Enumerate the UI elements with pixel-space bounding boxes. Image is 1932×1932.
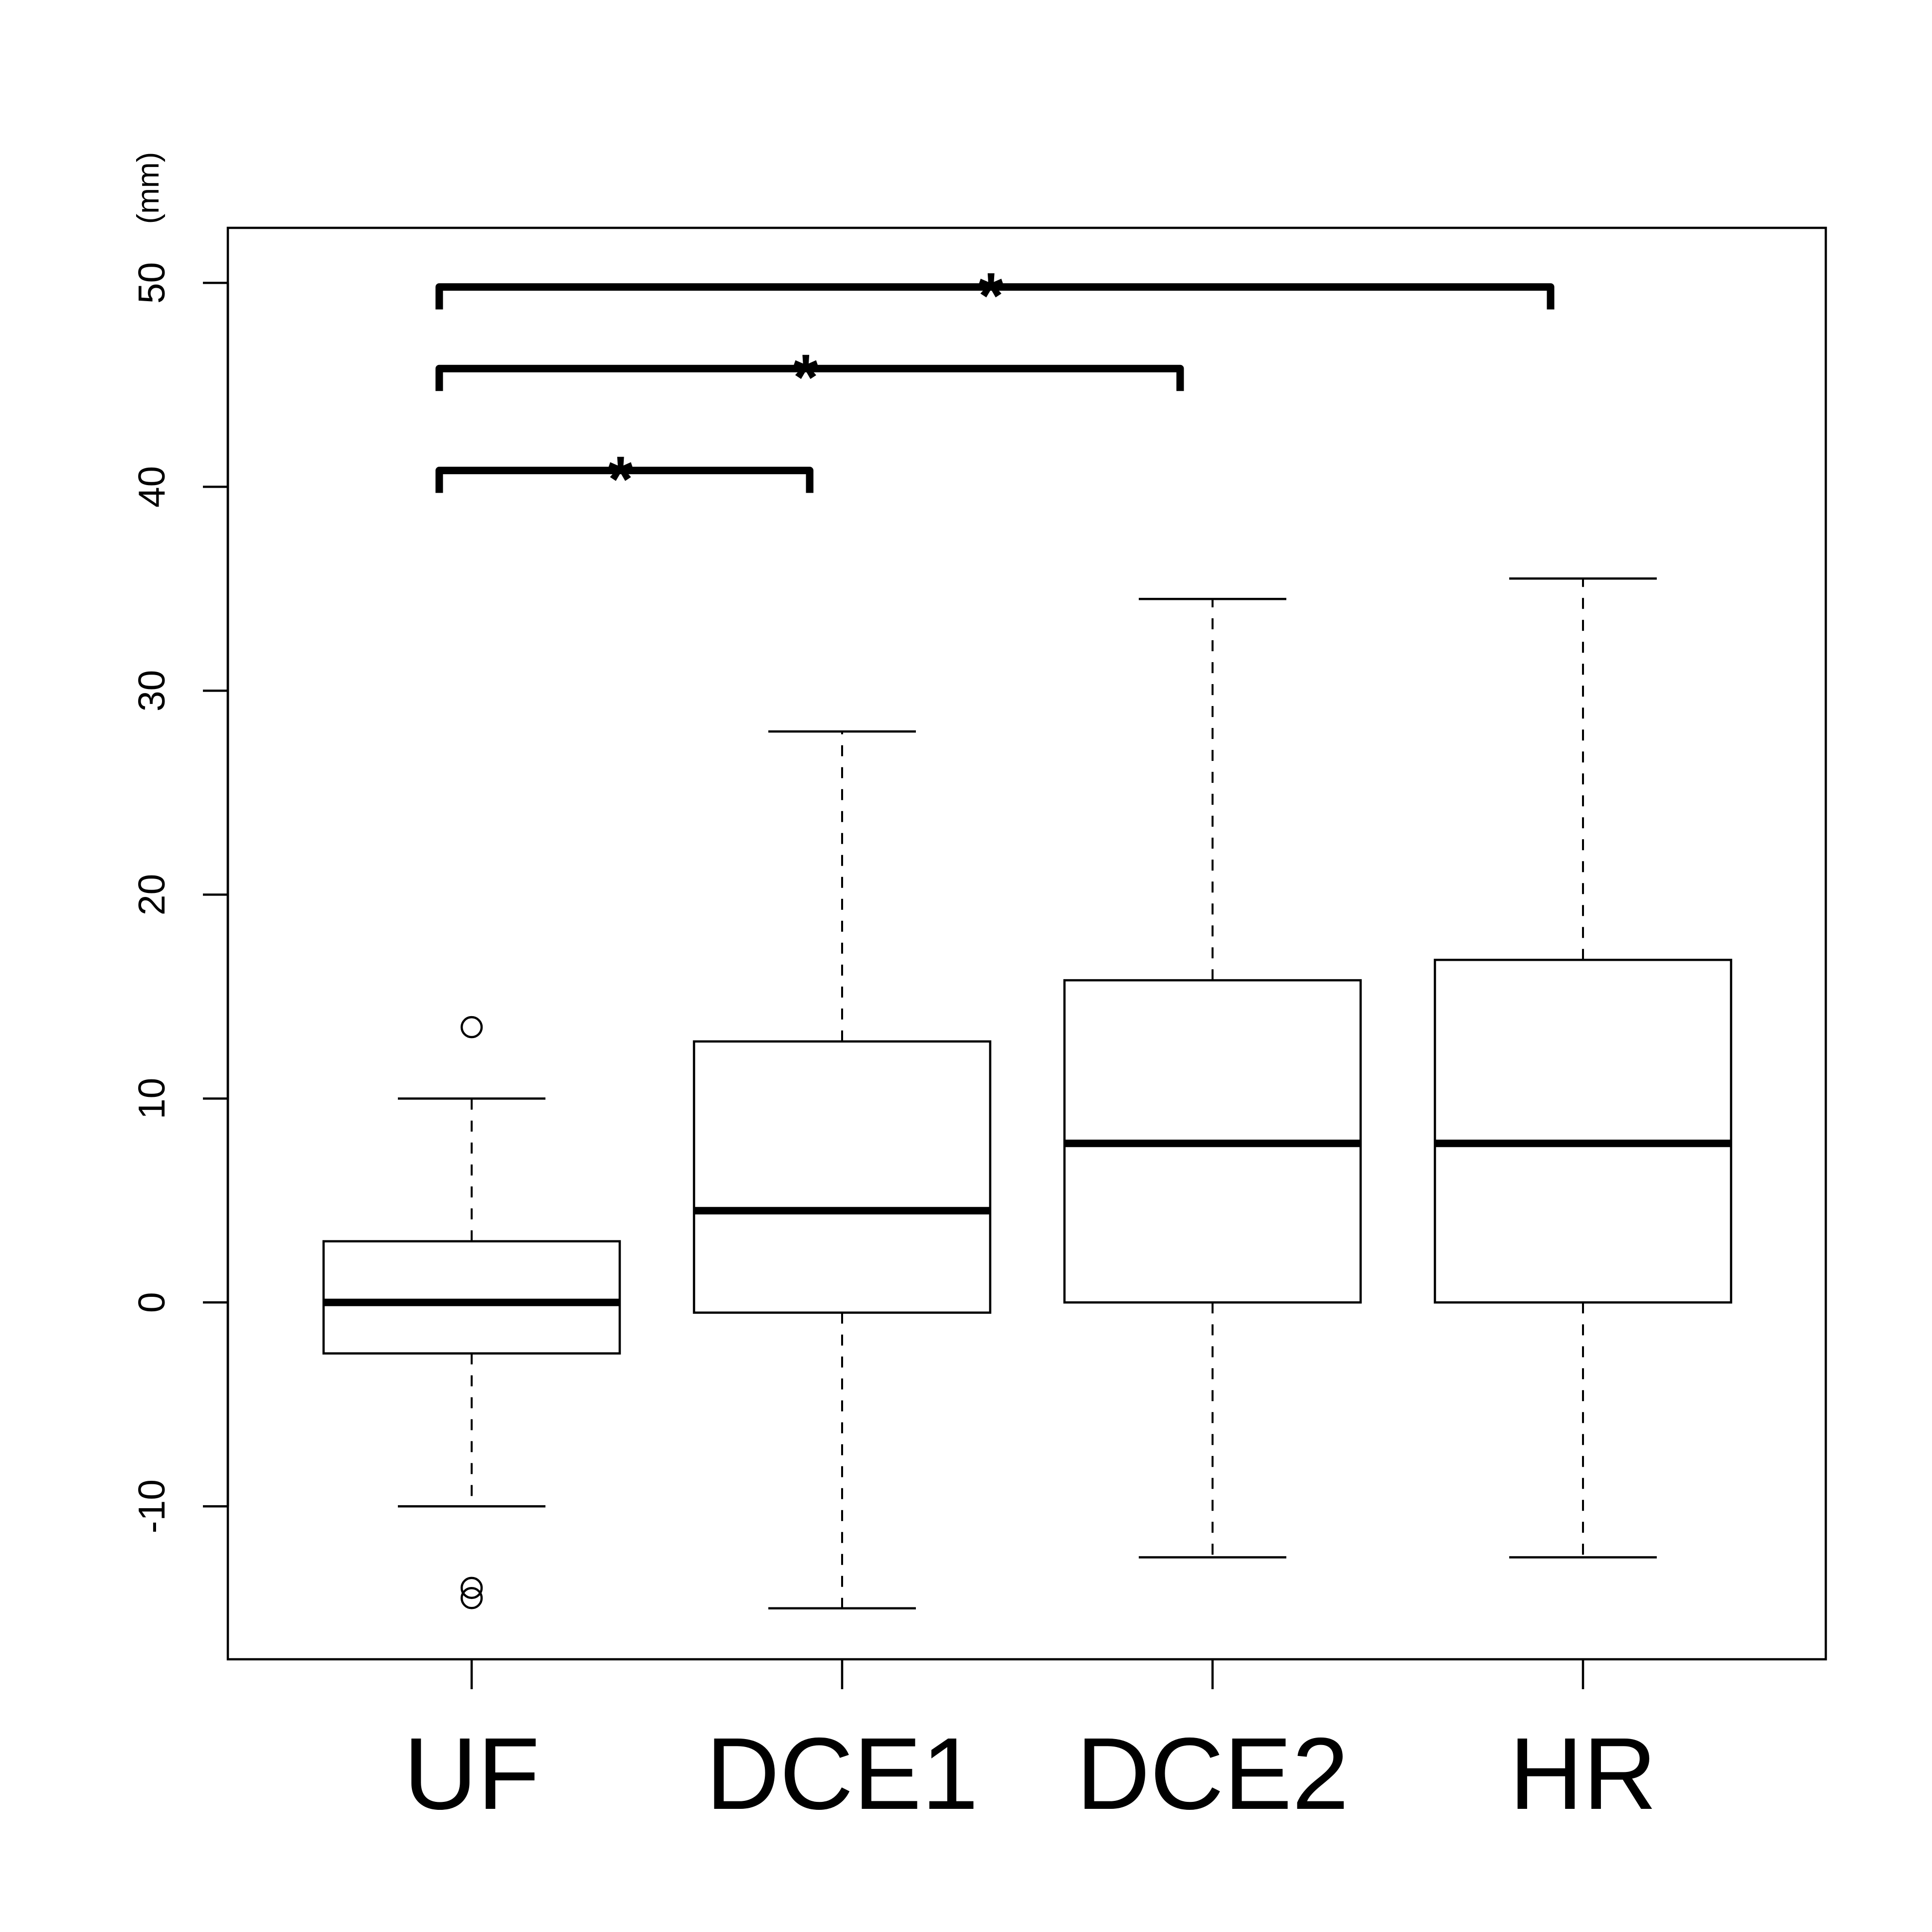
x-tick-label: DCE1 [706,1717,979,1831]
x-tick-label: HR [1509,1717,1657,1831]
significance-bracket [435,467,814,493]
significance-star: * [608,443,633,516]
significance-bracket [435,364,1184,391]
y-tick-label: 40 [131,466,173,508]
x-tick-label: DCE2 [1076,1717,1349,1831]
y-tick-label: 50 [131,262,173,304]
plot-area: -10 0 10 20 30 40 50 UF DCE1 DCE2 HR * * * [131,226,1827,1831]
outlier-point [460,1577,483,1599]
significance-star: * [978,259,1004,332]
iqr-box [322,1240,621,1355]
iqr-box [1433,958,1733,1304]
y-tick-label: 10 [131,1078,173,1119]
significance-star: * [793,341,819,413]
y-tick-label: 20 [131,874,173,915]
y-tick-label: -10 [131,1479,173,1533]
y-axis-label: (mm) [131,152,166,224]
y-tick-label: 30 [131,670,173,711]
iqr-box [693,1040,992,1314]
x-tick-label: UF [403,1717,539,1831]
outlier-point [460,1016,483,1039]
significance-bracket [435,283,1555,310]
outlier-point [460,1587,483,1609]
y-tick-label: 0 [131,1292,173,1313]
